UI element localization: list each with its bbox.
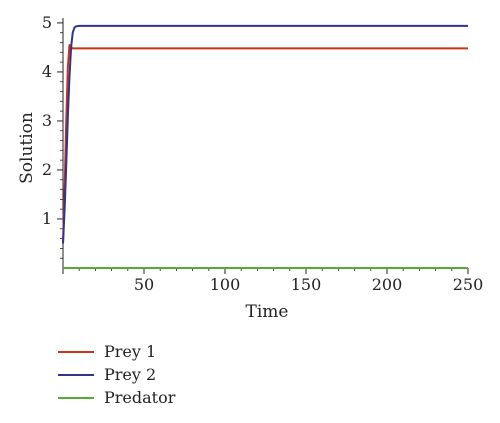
y-tick-label-4: 4 — [42, 62, 52, 81]
x-tick-label-50: 50 — [134, 275, 154, 294]
x-axis-label: Time — [246, 302, 289, 322]
y-tick-label-2: 2 — [42, 160, 52, 179]
x-tick-label-100: 100 — [210, 275, 241, 294]
legend-label: Predator — [104, 388, 176, 407]
legend-item: Predator — [58, 386, 175, 409]
x-tick-label-250: 250 — [453, 275, 484, 294]
ticks: 50 100 150 200 250 1 2 3 4 5 — [42, 13, 483, 294]
legend-label: Prey 1 — [104, 342, 157, 361]
legend-item: Prey 2 — [58, 363, 175, 386]
y-tick-label-5: 5 — [42, 13, 52, 32]
axes — [62, 18, 468, 274]
legend-label: Prey 2 — [104, 365, 157, 384]
y-tick-label-1: 1 — [42, 209, 52, 228]
legend-swatch — [58, 396, 94, 399]
series-line-prey-2 — [62, 24, 468, 244]
legend-item: Prey 1 — [58, 340, 175, 363]
series-line-prey-1 — [62, 43, 468, 244]
legend: Prey 1 Prey 2 Predator — [58, 340, 175, 409]
x-tick-label-200: 200 — [372, 275, 403, 294]
series-lines — [62, 24, 468, 269]
legend-swatch — [58, 373, 94, 376]
y-axis-label: Solution — [17, 112, 37, 184]
y-tick-label-3: 3 — [42, 111, 52, 130]
x-tick-label-150: 150 — [291, 275, 322, 294]
chart: 50 100 150 200 250 1 2 3 4 5 Time Solution — [17, 13, 483, 322]
legend-swatch — [58, 350, 94, 353]
